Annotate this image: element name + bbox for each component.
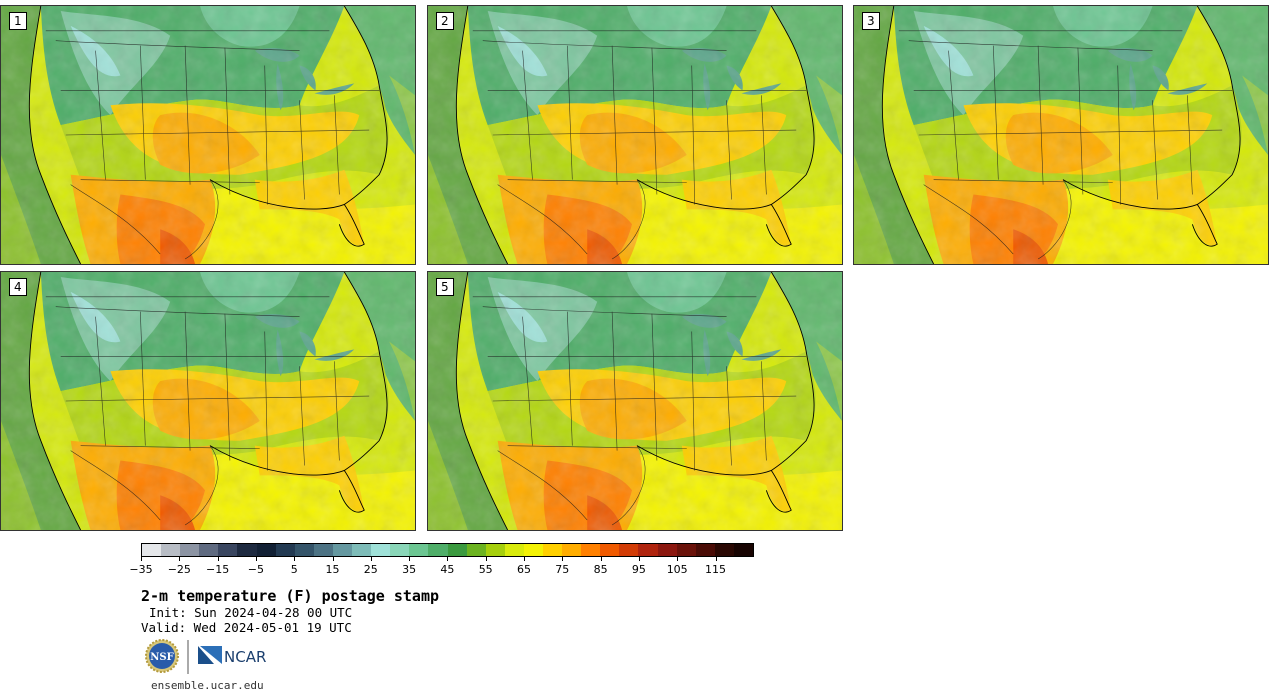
color-scale-tick-label: 95	[631, 563, 646, 576]
color-scale-tick	[141, 557, 142, 561]
color-scale-tick-label: 45	[440, 563, 455, 576]
temperature-map	[1, 272, 415, 530]
color-scale-segment	[371, 544, 391, 556]
color-scale-segment	[600, 544, 620, 556]
color-scale-ticks: −35 −25 −15 −5 5 15 25 35 45 55 65 75 85 95 105 115	[129, 557, 755, 579]
member-label: 4	[9, 278, 27, 296]
color-scale-tick-label: 115	[705, 563, 726, 576]
color-scale-tick-label: −5	[247, 563, 264, 576]
color-scale-tick-label: 35	[402, 563, 417, 576]
color-scale-segment	[409, 544, 429, 556]
footer-url: ensemble.ucar.edu	[151, 679, 264, 692]
color-scale-tick	[677, 557, 679, 561]
color-scale-segment	[714, 544, 734, 556]
member-label: 1	[9, 12, 27, 30]
color-scale-segment	[523, 544, 543, 556]
color-scale-tick	[638, 557, 640, 561]
color-scale-tick-label: 15	[325, 563, 340, 576]
color-scale-tick	[485, 557, 487, 561]
color-scale-tick	[409, 557, 411, 561]
color-scale-segment	[313, 544, 333, 556]
nsf-logo-icon: NSF	[145, 639, 179, 673]
color-scale-segment	[733, 544, 753, 556]
figure-title: 2-m temperature (F) postage stamp	[141, 587, 440, 605]
color-scale-tick-label: 105	[666, 563, 688, 576]
color-scale-segment	[199, 544, 219, 556]
color-scale-tick	[715, 557, 717, 561]
color-scale-tick	[600, 557, 602, 561]
color-scale-bar	[141, 543, 754, 557]
color-scale-segment	[256, 544, 276, 556]
color-scale-tick-label: 65	[517, 563, 531, 576]
color-scale-segment	[428, 544, 448, 556]
color-scale-segment	[218, 544, 238, 556]
color-scale-tick	[524, 557, 525, 561]
color-scale-segment	[562, 544, 582, 556]
color-scale-segment	[676, 544, 696, 556]
color-scale-tick-label: −35	[129, 563, 153, 576]
map-panel-3: 3	[853, 5, 1269, 265]
logos: NSF NCAR	[145, 639, 266, 674]
member-label: 5	[436, 278, 454, 296]
color-scale-tick	[370, 557, 372, 561]
color-scale-tick	[562, 557, 564, 561]
temperature-map	[428, 6, 842, 264]
color-scale-segment	[142, 544, 162, 556]
init-time: Init: Sun 2024-04-28 00 UTC	[149, 605, 353, 620]
color-scale-tick-label: −25	[167, 563, 191, 576]
nsf-logo-text: NSF	[150, 652, 173, 663]
color-scale-segment	[161, 544, 181, 556]
color-scale-segment	[447, 544, 467, 556]
color-scale-segment	[352, 544, 372, 556]
temperature-map	[428, 272, 842, 530]
color-scale-segment	[180, 544, 200, 556]
temperature-map	[854, 6, 1268, 264]
color-scale-tick-label: −15	[205, 563, 230, 576]
map-panel-5: 5	[427, 271, 843, 531]
color-scale-segment	[275, 544, 295, 556]
color-scale-segment	[619, 544, 639, 556]
color-scale-tick-label: 25	[363, 563, 378, 576]
member-label: 3	[862, 12, 880, 30]
color-scale-tick	[447, 557, 449, 561]
map-panel-4: 4	[0, 271, 416, 531]
valid-time: Valid: Wed 2024-05-01 19 UTC	[141, 620, 352, 635]
color-scale-tick-label: 5	[290, 563, 298, 576]
color-scale-tick-label: 85	[593, 563, 608, 576]
color-scale-tick	[179, 557, 181, 561]
color-scale-tick	[255, 557, 257, 561]
color-scale-segment	[581, 544, 601, 556]
ncar-logo-icon: NCAR	[198, 646, 266, 666]
color-scale-tick	[217, 557, 219, 561]
color-scale-tick	[294, 557, 296, 561]
color-scale-segment	[466, 544, 486, 556]
map-panel-2: 2	[427, 5, 843, 265]
color-scale-segment	[504, 544, 524, 556]
color-scale-tick-label: 75	[555, 563, 570, 576]
color-scale-segment	[695, 544, 715, 556]
color-scale-segment	[542, 544, 563, 556]
color-scale-tick	[332, 557, 334, 561]
color-scale-segment	[294, 544, 314, 556]
color-scale-segment	[485, 544, 505, 556]
color-scale-segment	[657, 544, 677, 556]
temperature-map	[1, 6, 415, 264]
member-label: 2	[436, 12, 454, 30]
color-scale-segment	[638, 544, 658, 556]
ncar-logo-text: NCAR	[224, 648, 266, 666]
map-panel-1: 1	[0, 5, 416, 265]
color-scale-segment	[332, 544, 353, 556]
color-scale-tick-label: 55	[478, 563, 493, 576]
color-scale-segment	[237, 544, 257, 556]
color-scale-segment	[390, 544, 410, 556]
